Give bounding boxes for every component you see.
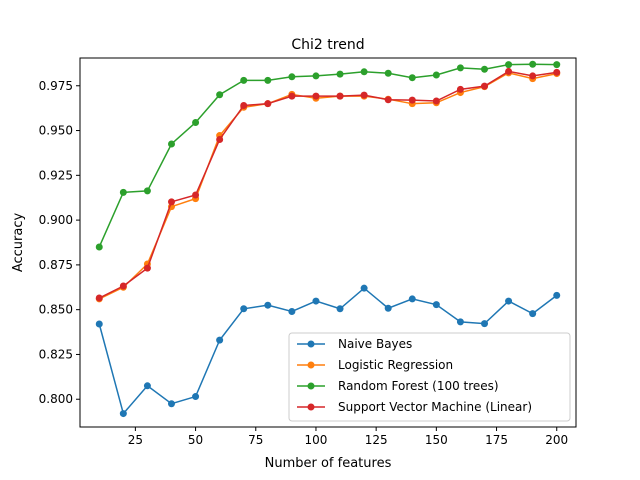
data-point-naive-bayes <box>288 307 296 315</box>
data-point-random-forest-100-trees <box>481 65 489 73</box>
data-point-random-forest-100-trees <box>312 72 320 80</box>
x-tick-label: 50 <box>188 433 203 447</box>
x-tick-label: 125 <box>365 433 388 447</box>
data-point-random-forest-100-trees <box>505 61 513 69</box>
y-tick-label: 0.825 <box>39 347 73 361</box>
data-point-support-vector-machine-linear <box>456 85 464 93</box>
data-point-random-forest-100-trees <box>553 61 561 69</box>
legend-marker <box>307 340 315 348</box>
series-line-logistic-regression <box>98 72 557 300</box>
series-layer <box>95 60 561 418</box>
y-axis: 0.800 0.825 0.850 0.875 0.900 0.925 0.950 0.975 <box>39 79 80 406</box>
data-point-support-vector-machine-linear <box>336 92 344 100</box>
legend-label: Logistic Regression <box>338 358 453 372</box>
data-point-support-vector-machine-linear <box>216 136 224 144</box>
y-tick-label: 0.800 <box>39 392 73 406</box>
data-point-support-vector-machine-linear <box>312 92 320 100</box>
y-tick-label: 0.875 <box>39 258 73 272</box>
data-point-support-vector-machine-linear <box>553 68 561 76</box>
y-tick-label: 0.850 <box>39 303 73 317</box>
data-point-random-forest-100-trees <box>360 68 368 76</box>
data-point-naive-bayes <box>95 320 103 328</box>
x-axis: 25 50 75 100 125 150 175 200 <box>128 427 568 447</box>
legend: Naive Bayes Logistic Regression Random For… <box>288 332 571 422</box>
data-point-naive-bayes <box>143 382 151 390</box>
data-point-support-vector-machine-linear <box>384 96 392 104</box>
data-point-naive-bayes <box>529 310 537 318</box>
legend-marker <box>307 403 315 411</box>
data-point-naive-bayes <box>505 297 513 305</box>
data-point-support-vector-machine-linear <box>264 100 272 108</box>
data-point-random-forest-100-trees <box>216 91 224 99</box>
data-point-naive-bayes <box>432 301 440 309</box>
legend-label: Naive Bayes <box>338 337 412 351</box>
data-point-naive-bayes <box>408 295 416 303</box>
data-point-random-forest-100-trees <box>408 74 416 82</box>
data-point-support-vector-machine-linear <box>505 67 513 75</box>
series-line-random-forest-100-trees <box>98 63 557 248</box>
data-point-support-vector-machine-linear <box>240 101 248 109</box>
data-point-support-vector-machine-linear <box>481 82 489 90</box>
data-point-naive-bayes <box>216 336 224 344</box>
data-point-naive-bayes <box>264 301 272 309</box>
y-tick-label: 0.900 <box>39 213 73 227</box>
data-point-random-forest-100-trees <box>264 76 272 84</box>
data-point-naive-bayes <box>336 305 344 313</box>
y-tick-label: 0.950 <box>39 124 73 138</box>
data-point-random-forest-100-trees <box>95 243 103 251</box>
data-point-naive-bayes <box>240 305 248 313</box>
data-point-support-vector-machine-linear <box>143 264 151 272</box>
data-point-support-vector-machine-linear <box>192 191 200 199</box>
data-point-support-vector-machine-linear <box>95 294 103 302</box>
data-point-naive-bayes <box>481 320 489 328</box>
data-point-support-vector-machine-linear <box>119 282 127 290</box>
legend-label: Support Vector Machine (Linear) <box>338 400 532 414</box>
data-point-support-vector-machine-linear <box>408 96 416 104</box>
data-point-random-forest-100-trees <box>432 71 440 79</box>
data-point-support-vector-machine-linear <box>529 72 537 80</box>
data-point-random-forest-100-trees <box>119 188 127 196</box>
data-point-support-vector-machine-linear <box>432 97 440 105</box>
data-point-random-forest-100-trees <box>336 70 344 78</box>
data-point-naive-bayes <box>456 318 464 326</box>
y-tick-label: 0.975 <box>39 79 73 93</box>
legend-box <box>288 332 571 422</box>
data-point-random-forest-100-trees <box>240 76 248 84</box>
data-point-naive-bayes <box>119 410 127 418</box>
x-tick-label: 25 <box>128 433 143 447</box>
data-point-random-forest-100-trees <box>288 73 296 81</box>
data-point-random-forest-100-trees <box>192 118 200 126</box>
chart-title: Chi2 trend <box>291 37 364 53</box>
x-tick-label: 175 <box>485 433 508 447</box>
data-point-support-vector-machine-linear <box>167 198 175 206</box>
series-line-naive-bayes <box>98 287 558 416</box>
x-axis-label: Number of features <box>265 456 392 471</box>
data-point-naive-bayes <box>192 393 200 401</box>
legend-marker <box>307 382 315 390</box>
legend-marker <box>307 361 315 369</box>
series-line-support-vector-machine-linear <box>98 70 557 299</box>
data-point-random-forest-100-trees <box>384 69 392 77</box>
data-point-naive-bayes <box>360 284 368 292</box>
data-point-random-forest-100-trees <box>529 60 537 68</box>
x-tick-label: 75 <box>248 433 263 447</box>
data-point-random-forest-100-trees <box>456 64 464 72</box>
x-tick-label: 100 <box>305 433 328 447</box>
data-point-naive-bayes <box>553 291 561 299</box>
data-point-random-forest-100-trees <box>143 187 151 195</box>
data-point-naive-bayes <box>167 400 175 408</box>
x-tick-label: 200 <box>545 433 568 447</box>
plot-frame <box>79 57 577 428</box>
y-tick-label: 0.925 <box>39 168 73 182</box>
legend-label: Random Forest (100 trees) <box>338 379 499 393</box>
data-point-support-vector-machine-linear <box>288 92 296 100</box>
data-point-random-forest-100-trees <box>167 140 175 148</box>
y-axis-label: Accuracy <box>11 213 26 273</box>
data-point-naive-bayes <box>384 304 392 312</box>
data-point-naive-bayes <box>312 297 320 305</box>
data-point-support-vector-machine-linear <box>360 91 368 99</box>
x-tick-label: 150 <box>425 433 448 447</box>
